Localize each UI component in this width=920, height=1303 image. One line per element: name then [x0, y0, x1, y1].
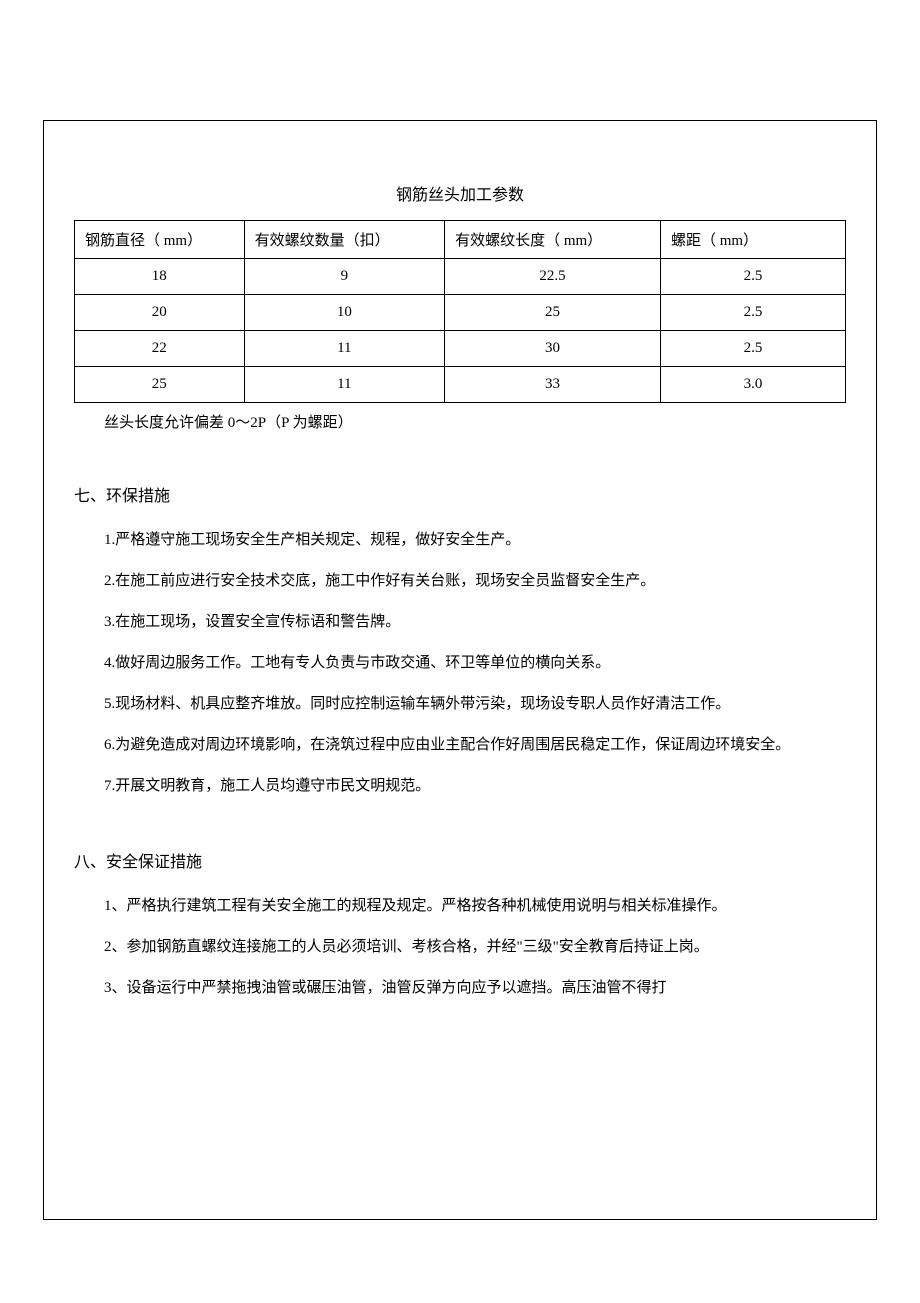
section-title-7: 七、环保措施: [74, 482, 846, 506]
table-row: 22 11 30 2.5: [75, 331, 846, 367]
table-note: 丝头长度允许偏差 0～2P（P 为螺距）: [74, 411, 846, 432]
section7-item: 6.为避免造成对周边环境影响，在浇筑过程中应由业主配合作好周围居民稳定工作，保证…: [74, 729, 846, 762]
table-cell: 18: [75, 259, 245, 295]
table-cell: 3.0: [660, 367, 845, 403]
section7-item: 1.严格遵守施工现场安全生产相关规定、规程，做好安全生产。: [74, 524, 846, 557]
table-cell: 22: [75, 331, 245, 367]
section8-item: 2、参加钢筋直螺纹连接施工的人员必须培训、考核合格，并经"三级"安全教育后持证上…: [74, 931, 846, 964]
table-row: 20 10 25 2.5: [75, 295, 846, 331]
table-cell: 20: [75, 295, 245, 331]
section7-item: 2.在施工前应进行安全技术交底，施工中作好有关台账，现场安全员监督安全生产。: [74, 565, 846, 598]
table-cell: 25: [75, 367, 245, 403]
section7-item: 5.现场材料、机具应整齐堆放。同时应控制运输车辆外带污染，现场设专职人员作好清洁…: [74, 688, 846, 721]
parameters-table: 钢筋直径（ mm） 有效螺纹数量（扣） 有效螺纹长度（ mm） 螺距（ mm） …: [74, 220, 846, 403]
section7-item: 4.做好周边服务工作。工地有专人负责与市政交通、环卫等单位的横向关系。: [74, 647, 846, 680]
table-header-cell: 有效螺纹数量（扣）: [244, 221, 444, 259]
table-cell: 25: [445, 295, 661, 331]
table-cell: 9: [244, 259, 444, 295]
section8-item: 1、严格执行建筑工程有关安全施工的规程及规定。严格按各种机械使用说明与相关标准操…: [74, 890, 846, 923]
table-cell: 33: [445, 367, 661, 403]
table-cell: 2.5: [660, 331, 845, 367]
table-cell: 2.5: [660, 259, 845, 295]
table-cell: 10: [244, 295, 444, 331]
table-cell: 2.5: [660, 295, 845, 331]
table-title: 钢筋丝头加工参数: [74, 181, 846, 205]
table-header-row: 钢筋直径（ mm） 有效螺纹数量（扣） 有效螺纹长度（ mm） 螺距（ mm）: [75, 221, 846, 259]
section7-item: 3.在施工现场，设置安全宣传标语和警告牌。: [74, 606, 846, 639]
table-header-cell: 钢筋直径（ mm）: [75, 221, 245, 259]
table-header-cell: 有效螺纹长度（ mm）: [445, 221, 661, 259]
table-cell: 22.5: [445, 259, 661, 295]
table-row: 25 11 33 3.0: [75, 367, 846, 403]
document-page: 钢筋丝头加工参数 钢筋直径（ mm） 有效螺纹数量（扣） 有效螺纹长度（ mm）…: [43, 120, 877, 1220]
section8-item: 3、设备运行中严禁拖拽油管或碾压油管，油管反弹方向应予以遮挡。高压油管不得打: [74, 972, 846, 1005]
table-cell: 30: [445, 331, 661, 367]
table-cell: 11: [244, 367, 444, 403]
table-row: 18 9 22.5 2.5: [75, 259, 846, 295]
section-title-8: 八、安全保证措施: [74, 848, 846, 872]
table-cell: 11: [244, 331, 444, 367]
table-header-cell: 螺距（ mm）: [660, 221, 845, 259]
section7-item: 7.开展文明教育，施工人员均遵守市民文明规范。: [74, 770, 846, 803]
